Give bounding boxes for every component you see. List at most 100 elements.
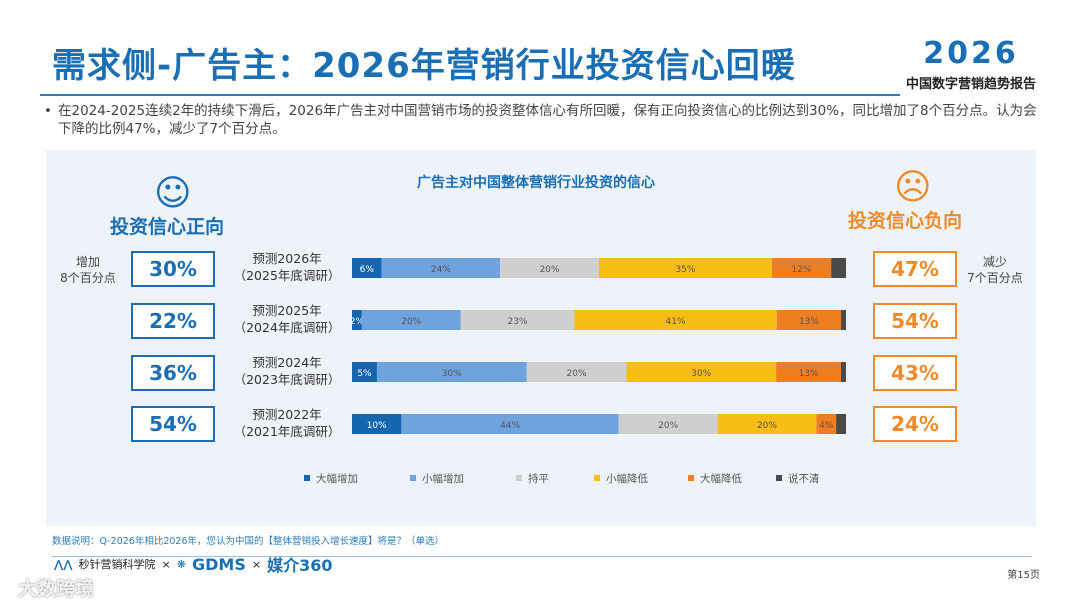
- data-label: 20%: [401, 317, 421, 327]
- title-divider: [40, 94, 900, 96]
- negative-title: 投资信心负向: [848, 210, 963, 232]
- category-label-2026-line2: （2025年底调研）: [233, 268, 341, 283]
- positive-value-2025: 22%: [131, 303, 215, 339]
- summary-bullet: • 在2024-2025连续2年的持续下滑后，2026年广告主对中国营销市场的投…: [44, 102, 1038, 138]
- category-label-2024-line2: （2023年底调研）: [233, 372, 341, 387]
- bar-segment: [352, 258, 382, 278]
- data-label: 4%: [819, 421, 834, 431]
- positive-change-note: 增加 8个百分点: [52, 254, 124, 286]
- bar-segment: [816, 414, 837, 434]
- bar-segment: [836, 414, 846, 434]
- category-label-2026: 预测2026年 （2025年底调研）: [228, 250, 346, 284]
- legend-swatch: [410, 475, 416, 481]
- category-label-2025: 预测2025年 （2024年底调研）: [228, 302, 346, 336]
- positive-note-line1: 增加: [75, 255, 100, 269]
- brand-badge: 2026 中国数字营销趋势报告: [906, 36, 1036, 92]
- category-label-2025-line1: 预测2025年: [252, 303, 322, 318]
- legend-label: 大幅增加: [316, 472, 358, 485]
- legend-label: 小幅降低: [606, 472, 648, 485]
- data-label: 44%: [500, 421, 520, 431]
- category-label-2024-line1: 预测2024年: [252, 355, 322, 370]
- brand-subtitle: 中国数字营销趋势报告: [905, 77, 1036, 92]
- data-label: 5%: [357, 369, 372, 379]
- logo-times-2: ×: [251, 557, 262, 571]
- negative-value-2026: 47%: [873, 251, 957, 287]
- bar-segment: [376, 362, 527, 382]
- data-label: 10%: [367, 421, 387, 431]
- data-label: 24%: [431, 265, 451, 275]
- bar-segment: [771, 258, 832, 278]
- bar-segment: [352, 310, 362, 330]
- data-label: 20%: [757, 421, 777, 431]
- negative-value-2025: 54%: [873, 303, 957, 339]
- category-label-2022: 预测2022年 （2021年底调研）: [228, 406, 346, 440]
- logo-times-1: ×: [161, 557, 171, 571]
- negative-note-line2: 7个百分点: [967, 271, 1023, 285]
- chart-title: 广告主对中国整体营销行业投资的信心: [417, 175, 655, 191]
- negative-value-2022: 24%: [873, 406, 957, 442]
- bar-segment: [717, 414, 817, 434]
- data-label: 30%: [691, 369, 711, 379]
- bar-segment: [460, 310, 575, 330]
- data-label: 20%: [658, 421, 678, 431]
- data-label: 41%: [666, 317, 686, 327]
- data-label: 6%: [360, 265, 375, 275]
- category-label-2022-line1: 预测2022年: [252, 407, 322, 422]
- legend-label: 持平: [528, 472, 549, 485]
- bar-segment: [626, 362, 777, 382]
- negative-note-line1: 减少: [982, 255, 1007, 269]
- data-label: 35%: [675, 265, 695, 275]
- bar-segment: [776, 362, 842, 382]
- positive-note-line2: 8个百分点: [60, 271, 116, 285]
- category-label-2026-line1: 预测2026年: [252, 251, 322, 266]
- bar-segment: [574, 310, 777, 330]
- bar-segment: [526, 362, 627, 382]
- bar-segment: [618, 414, 718, 434]
- data-label: 13%: [799, 369, 819, 379]
- watermark: 大数跨境: [18, 578, 95, 600]
- legend-swatch: [688, 475, 694, 481]
- bar-segment: [500, 258, 599, 278]
- bar-segment: [401, 414, 619, 434]
- category-label-2025-line2: （2024年底调研）: [233, 320, 341, 335]
- negative-value-2024: 43%: [873, 355, 957, 391]
- legend-swatch: [594, 475, 600, 481]
- category-label-2024: 预测2024年 （2023年底调研）: [228, 354, 346, 388]
- logo-miaozhen: 秒针营销科学院: [78, 558, 156, 571]
- data-label: 23%: [507, 317, 527, 327]
- bar-segment: [841, 310, 846, 330]
- negative-change-note: 减少 7个百分点: [962, 254, 1028, 286]
- footer-divider: [52, 556, 1032, 557]
- bar-segment: [841, 362, 846, 382]
- bar-segment: [776, 310, 842, 330]
- page-number: 第15页: [1007, 570, 1040, 581]
- bullet-dot: •: [44, 103, 52, 119]
- smile-icon: ☺: [154, 173, 192, 214]
- data-label: 13%: [799, 317, 819, 327]
- legend-label: 小幅增加: [422, 472, 464, 485]
- bar-segment: [831, 258, 846, 278]
- gdms-logo-icon: ❋: [176, 557, 186, 571]
- positive-value-2022: 54%: [131, 406, 215, 442]
- data-label: 20%: [540, 265, 560, 275]
- data-label: 30%: [442, 369, 462, 379]
- positive-value-2024: 36%: [131, 355, 215, 391]
- summary-text: 在2024-2025连续2年的持续下滑后，2026年广告主对中国营销市场的投资整…: [58, 103, 1037, 137]
- positive-title: 投资信心正向: [110, 216, 225, 238]
- data-label: 12%: [792, 265, 812, 275]
- legend-label: 说不清: [788, 472, 820, 485]
- bar-segment: [599, 258, 772, 278]
- bar-segment: [352, 362, 377, 382]
- data-label: 20%: [567, 369, 587, 379]
- partner-logos: ⋀⋀ 秒针营销科学院 × ❋ GDMS × 媒介360: [54, 552, 332, 576]
- bar-segment: [381, 258, 501, 278]
- logo-meijie360: 媒介360: [267, 556, 333, 575]
- legend-swatch: [516, 475, 522, 481]
- miaozhen-logo-icon: ⋀⋀: [54, 557, 73, 571]
- brand-year: 2026: [923, 36, 1019, 71]
- frown-icon: ☹: [894, 167, 932, 208]
- page-title: 需求侧-广告主：2026年营销行业投资信心回暖: [52, 46, 796, 86]
- bar-segment: [352, 414, 402, 434]
- data-footnote: 数据说明：Q-2026年相比2026年，您认为中国的【整体营销投入增长速度】将是…: [52, 536, 445, 547]
